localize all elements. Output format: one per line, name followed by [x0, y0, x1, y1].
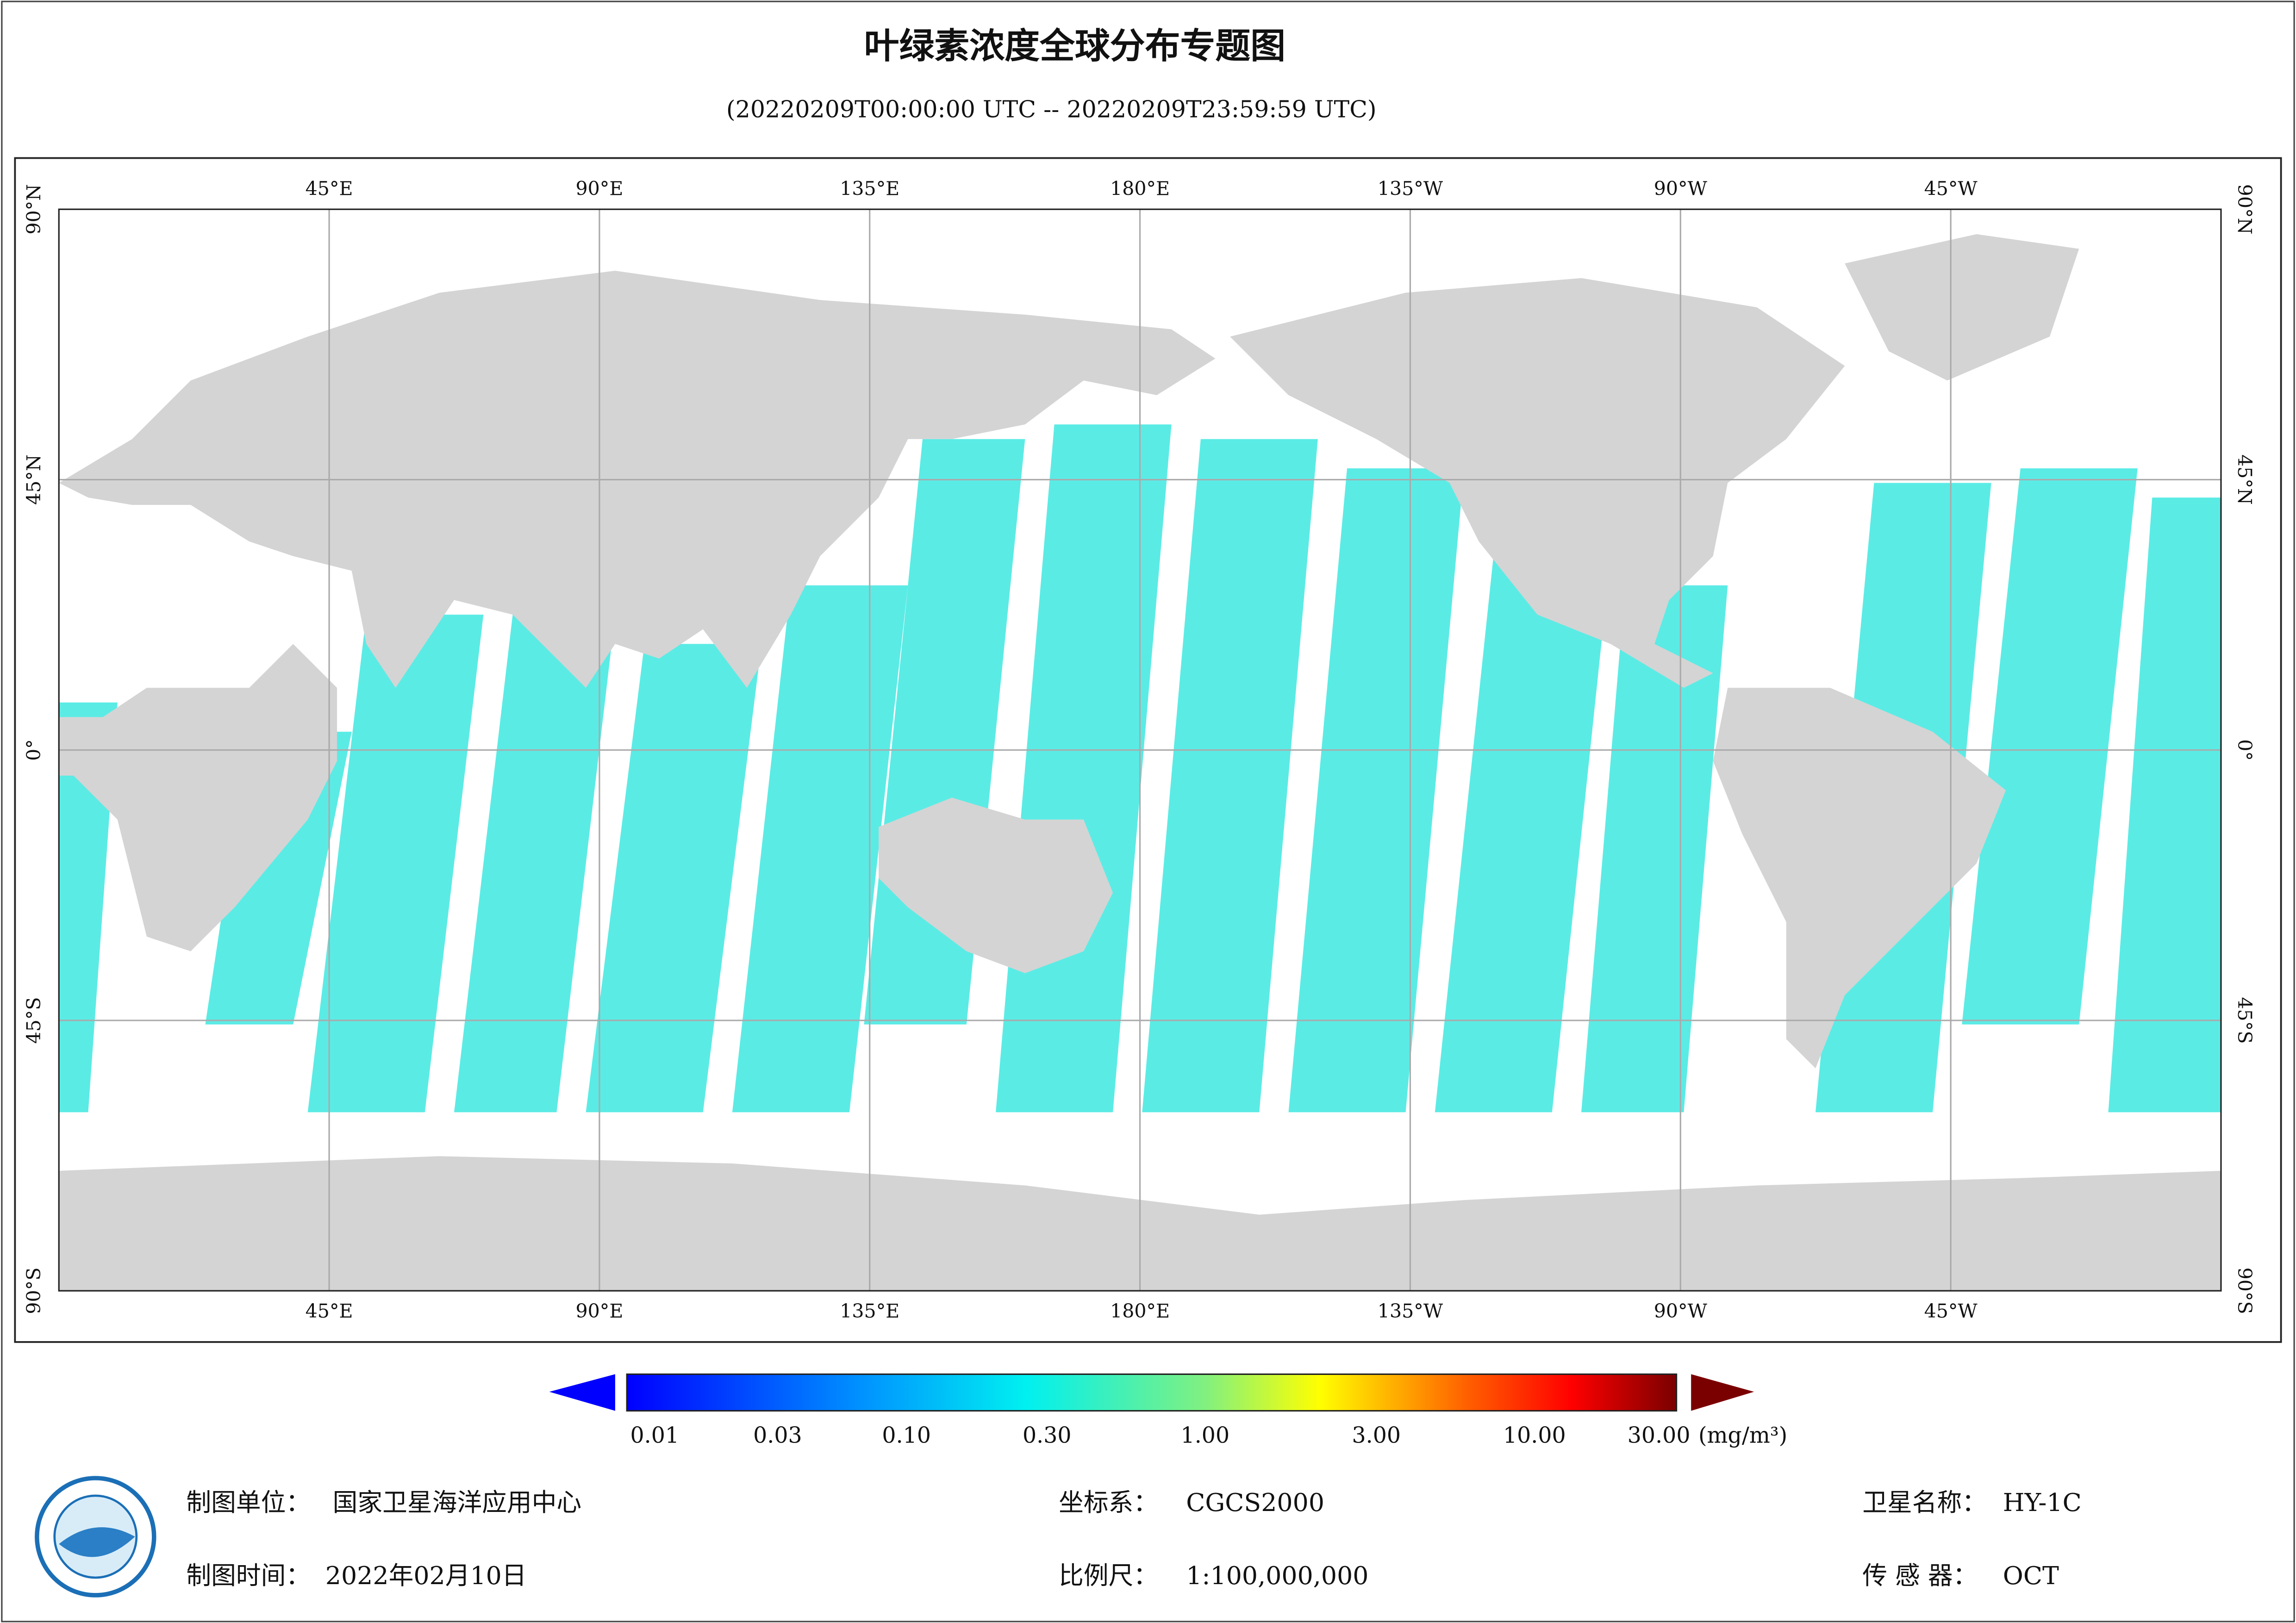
lon-label-top: 135°W — [1378, 178, 1443, 200]
lon-label-bottom: 45°E — [306, 1300, 353, 1322]
lon-label-bottom: 90°W — [1654, 1300, 1708, 1322]
lat-label-left: 90°S — [23, 1268, 45, 1314]
lat-label-right: 90°N — [2234, 184, 2256, 235]
footer-label: 传 感 器： — [1862, 1561, 1978, 1590]
footer-value: CGCS2000 — [1186, 1488, 1324, 1517]
footer-label: 卫星名称： — [1862, 1488, 1987, 1517]
lat-label-right: 45°S — [2234, 997, 2256, 1044]
colorbar-low-arrow — [549, 1374, 615, 1411]
footer-value: HY-1C — [2003, 1488, 2082, 1517]
lon-label-bottom: 45°W — [1924, 1300, 1978, 1322]
map-frame — [14, 157, 2282, 1343]
lat-label-right: 0° — [2234, 739, 2256, 761]
footer-label: 制图时间： — [186, 1561, 311, 1590]
colorbar-tick-label: 0.03 — [753, 1423, 802, 1448]
colorbar-tick-label: 0.30 — [1023, 1423, 1072, 1448]
map-neatline — [58, 208, 2222, 1292]
chlorophyll-swaths-shape — [2108, 497, 2221, 1113]
footer-label: 制图单位： — [186, 1488, 311, 1517]
title: 叶绿素浓度全球分布专题图 — [864, 25, 1286, 66]
chlorophyll-swaths-shape — [454, 615, 615, 1113]
chlorophyll-swaths-shape — [1435, 556, 1611, 1113]
land-shape — [59, 644, 337, 951]
lat-label-left: 0° — [23, 739, 45, 761]
lat-label-left: 90°N — [23, 184, 45, 235]
subtitle: (20220209T00:00:00 UTC -- 20220209T23:59… — [726, 95, 1377, 123]
lon-label-top: 45°W — [1924, 178, 1978, 200]
lon-label-bottom: 180°E — [1110, 1300, 1170, 1322]
footer-value: 2022年02月10日 — [325, 1561, 527, 1590]
chlorophyll-swaths-shape — [1142, 439, 1318, 1113]
footer-label: 比例尺： — [1059, 1561, 1158, 1590]
lat-label-right: 90°S — [2234, 1268, 2256, 1314]
colorbar-tick-label: 30.00 — [1628, 1423, 1691, 1448]
lon-label-top: 45°E — [306, 178, 353, 200]
lat-label-left: 45°N — [23, 454, 45, 505]
colorbar-tick-label: 1.00 — [1181, 1423, 1230, 1448]
lat-label-right: 45°N — [2234, 454, 2256, 505]
colorbar-high-arrow — [1691, 1374, 1754, 1411]
colorbar-tick-label: 0.10 — [882, 1423, 931, 1448]
logo — [35, 1476, 156, 1598]
footer-value: 国家卫星海洋应用中心 — [333, 1488, 582, 1517]
lon-label-bottom: 135°E — [840, 1300, 899, 1322]
colorbar-tick-label: 0.01 — [630, 1423, 680, 1448]
axis-labels: 45°E 45°E 90°E 90°E 135°E 135°E 180°E 180°E 135°… — [23, 178, 2256, 1322]
colorbar-tick-label: 10.00 — [1503, 1423, 1566, 1448]
colorbar — [626, 1373, 1678, 1412]
chlorophyll-swaths-shape — [307, 615, 484, 1113]
land-shape — [1713, 688, 2006, 1069]
footer-value: 1:100,000,000 — [1186, 1561, 1368, 1590]
land-shape — [1845, 234, 2079, 381]
land-shape — [879, 797, 1113, 973]
land-shape — [351, 571, 455, 688]
colorbar-tick-label: 3.00 — [1352, 1423, 1401, 1448]
lon-label-top: 135°E — [840, 178, 899, 200]
colorbar-ticks: 0.01 0.03 0.10 0.30 1.00 3.00 10.00 30.00 (mg/m³… — [630, 1423, 1788, 1448]
lon-label-bottom: 90°E — [575, 1300, 623, 1322]
land-shape — [1230, 278, 1845, 688]
footer-label: 坐标系： — [1059, 1488, 1158, 1517]
lon-label-top: 90°E — [575, 178, 623, 200]
lon-label-top: 90°W — [1654, 178, 1708, 200]
lat-label-left: 45°S — [23, 997, 45, 1044]
logo-shape — [59, 1527, 135, 1557]
chlorophyll-swaths-shape — [1581, 585, 1728, 1113]
colorbar-unit: (mg/m³) — [1698, 1423, 1787, 1448]
lon-label-top: 180°E — [1110, 178, 1170, 200]
chlorophyll-swaths-shape — [732, 585, 908, 1113]
footer-value: OCT — [2003, 1561, 2059, 1590]
graticule — [59, 209, 2221, 1291]
lon-label-bottom: 135°W — [1378, 1300, 1443, 1322]
